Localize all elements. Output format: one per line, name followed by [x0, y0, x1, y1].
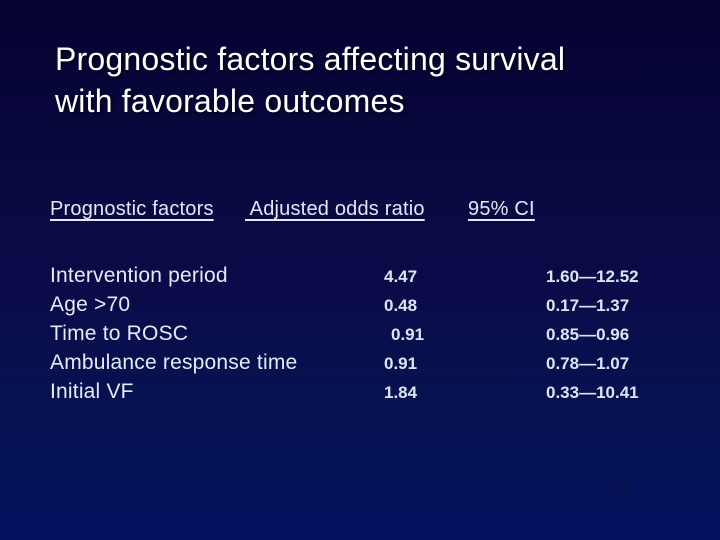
header-95-ci: 95% CI	[468, 198, 535, 220]
cell-ci: 0.78—1.07	[546, 354, 630, 373]
page-number: 21	[611, 487, 629, 504]
table-body: Intervention period 4.47 1.60—12.52 Age …	[0, 261, 720, 406]
table-row: Initial VF 1.84 0.33—10.41	[0, 377, 720, 406]
cell-odds-ratio: 0.48	[384, 296, 418, 315]
table-header-row: Prognostic factors Adjusted odds ratio 9…	[0, 198, 720, 226]
slide-title: Prognostic factors affecting survival wi…	[55, 38, 675, 122]
header-prognostic-factors: Prognostic factors	[50, 198, 214, 220]
cell-odds-ratio: 0.91	[391, 325, 425, 344]
cell-factor: Age >70	[50, 293, 131, 316]
cell-ci: 0.85—0.96	[546, 325, 630, 344]
cell-odds-ratio: 0.91	[384, 354, 418, 373]
cell-factor: Ambulance response time	[50, 351, 298, 374]
title-line-1: Prognostic factors affecting survival	[55, 41, 566, 77]
cell-odds-ratio: 1.84	[384, 383, 418, 402]
cell-factor: Intervention period	[50, 264, 228, 287]
cell-ci: 1.60—12.52	[546, 267, 639, 286]
table-row: Intervention period 4.47 1.60—12.52	[0, 261, 720, 290]
header-adjusted-odds-ratio: Adjusted odds ratio	[245, 198, 425, 220]
cell-ci: 0.17—1.37	[546, 296, 630, 315]
cell-factor: Initial VF	[50, 380, 134, 403]
cell-odds-ratio: 4.47	[384, 267, 418, 286]
cell-ci: 0.33—10.41	[546, 383, 639, 402]
title-line-2: with favorable outcomes	[55, 83, 405, 119]
table-row: Age >70 0.48 0.17—1.37	[0, 290, 720, 319]
table-row: Time to ROSC 0.91 0.85—0.96	[0, 319, 720, 348]
cell-factor: Time to ROSC	[50, 322, 189, 345]
table-row: Ambulance response time 0.91 0.78—1.07	[0, 348, 720, 377]
